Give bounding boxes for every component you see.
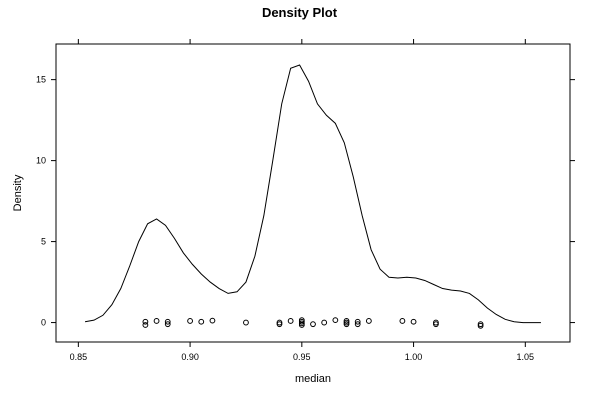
rug-point [142, 322, 149, 328]
x-tick-label: 0.90 [181, 352, 199, 362]
rug-point [198, 318, 205, 325]
rug-point [209, 317, 216, 324]
rug-point [410, 318, 417, 325]
density-line [84, 64, 541, 324]
rug-point [287, 318, 294, 324]
rug-point [477, 322, 484, 329]
rug-point [310, 321, 316, 328]
y-tick-label: 5 [41, 237, 46, 247]
rug-point [187, 318, 193, 324]
rug-point [142, 318, 149, 325]
rug-point [365, 318, 372, 324]
rug-point [243, 319, 249, 326]
x-tick-label: 0.95 [293, 352, 311, 362]
rug-point [164, 321, 171, 328]
rug-point [354, 321, 361, 328]
rug-point [276, 321, 283, 328]
rug-point [164, 318, 171, 325]
x-axis-label: median [295, 373, 331, 385]
x-tick-label: 1.00 [405, 352, 423, 362]
rug-point [332, 317, 339, 324]
y-tick-label: 0 [41, 318, 46, 328]
x-axis-ticks: 0.85 0.90 0.95 1.00 1.05 [70, 39, 534, 362]
y-tick-label: 10 [36, 156, 46, 166]
plot-frame [55, 43, 571, 343]
rug-points [142, 317, 484, 329]
rug-point [354, 318, 361, 325]
y-axis-ticks: 0 5 10 15 [36, 75, 575, 328]
rug-point [433, 321, 439, 328]
x-tick-label: 1.05 [517, 352, 535, 362]
chart-title: Density Plot [262, 5, 338, 20]
rug-point [343, 321, 350, 328]
y-axis-label: Density [12, 174, 24, 211]
rug-point [298, 322, 305, 328]
rug-point [399, 318, 406, 324]
rug-point [321, 319, 328, 326]
y-tick-label: 15 [36, 75, 46, 85]
rug-point [153, 318, 160, 324]
x-tick-label: 0.85 [70, 352, 88, 362]
